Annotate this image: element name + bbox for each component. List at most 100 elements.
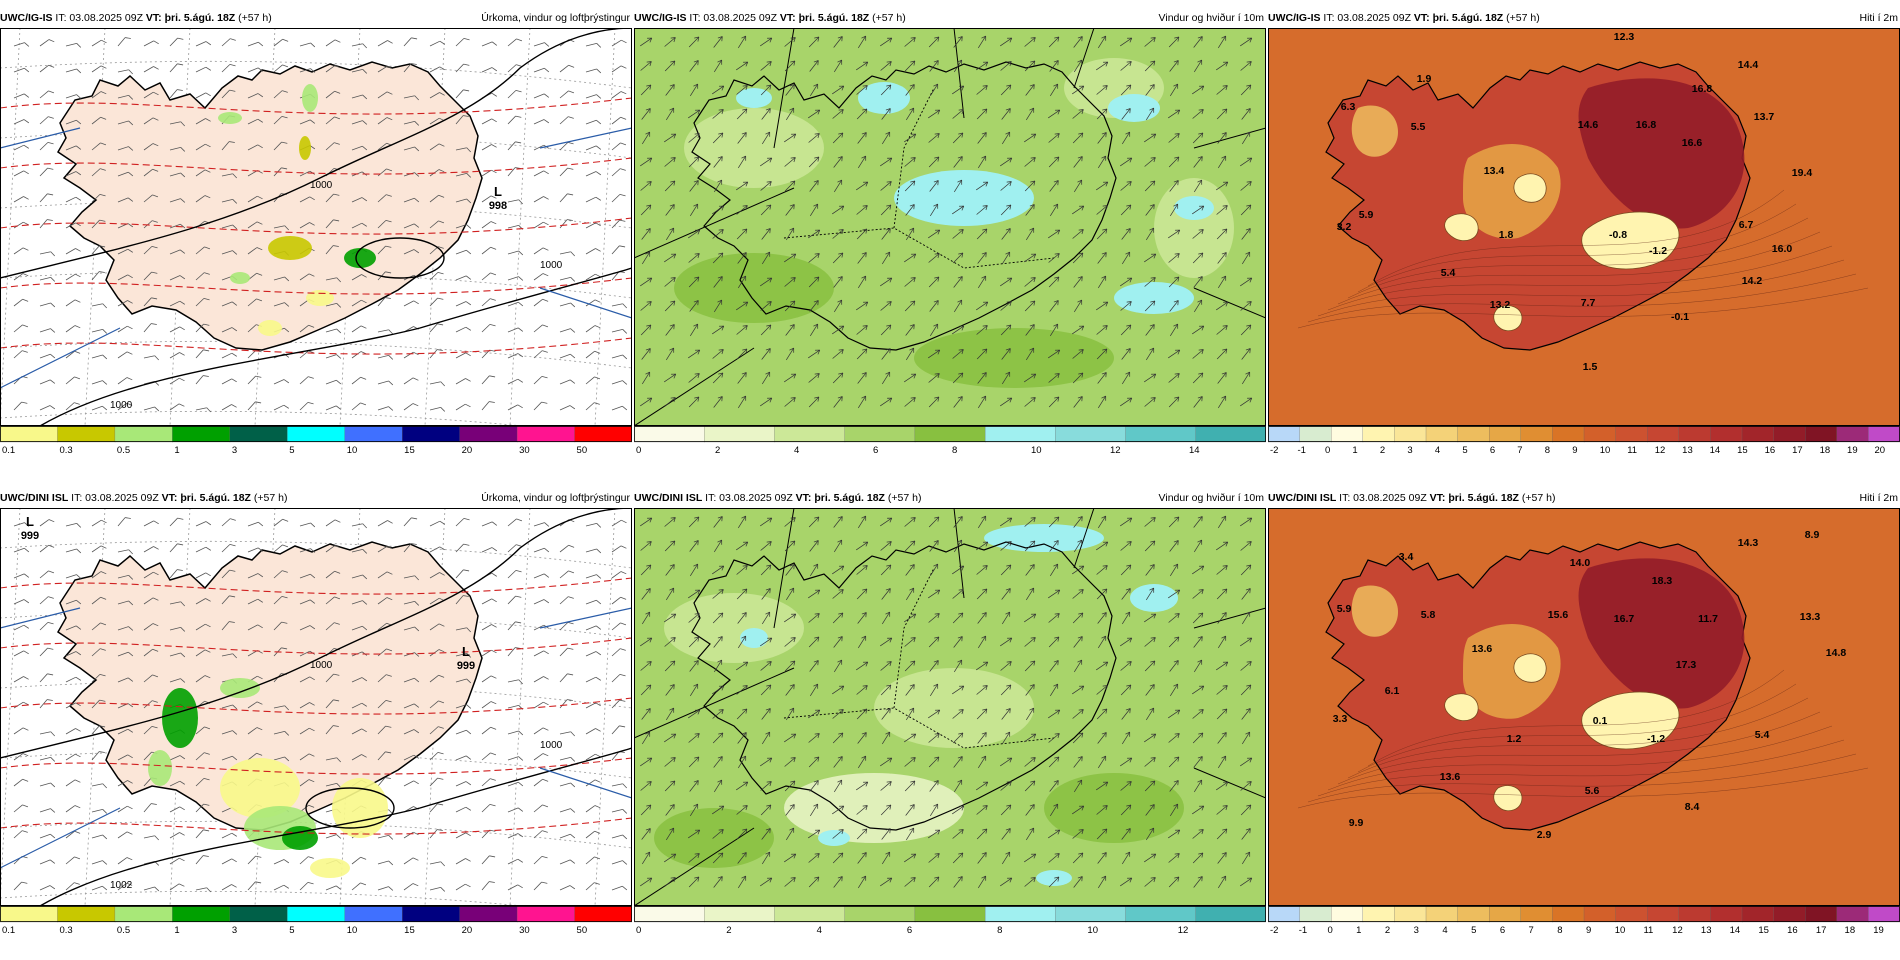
colorbar-tick: 18 bbox=[1845, 925, 1856, 936]
colorbar-tick: 10 bbox=[347, 925, 358, 936]
colorbar-swatch bbox=[1678, 426, 1712, 443]
colorbar-tick: 17 bbox=[1792, 445, 1803, 456]
colorbar-tick: 16 bbox=[1787, 925, 1798, 936]
colorbar-tick: -2 bbox=[1270, 445, 1278, 456]
colorbar-tick: 12 bbox=[1178, 925, 1189, 936]
panel-header: UWC/DINI ISL IT: 03.08.2025 09Z VT: þri.… bbox=[0, 490, 632, 506]
temperature-label: -0.8 bbox=[1609, 229, 1627, 241]
panel-wind-igis: UWC/IG-IS IT: 03.08.2025 09Z VT: þri. 5.… bbox=[634, 10, 1266, 480]
product-name: Vindur og hviður í 10m bbox=[1158, 12, 1264, 24]
temperature-label: -1.2 bbox=[1649, 245, 1667, 257]
colorbar-swatch bbox=[1552, 906, 1585, 923]
colorbar-swatch bbox=[1552, 426, 1585, 443]
colorbar-tick: 4 bbox=[794, 445, 799, 456]
product-name: Vindur og hviður í 10m bbox=[1158, 492, 1264, 504]
colorbar-tick: 3 bbox=[1407, 445, 1412, 456]
colorbar-swatch bbox=[574, 426, 632, 443]
colorbar-swatch bbox=[1394, 426, 1427, 443]
precip-map[interactable]: 1000 1000 1000 L 998 bbox=[0, 28, 632, 426]
valid-label: VT: bbox=[1429, 492, 1446, 504]
temperature-label: 6.7 bbox=[1739, 219, 1754, 231]
colorbar-swatch bbox=[1457, 906, 1490, 923]
panel-header: UWC/DINI ISL IT: 03.08.2025 09Z VT: þri.… bbox=[634, 490, 1266, 506]
precip-colorbar: 0.1 0.3 0.5 1 3 5 10 15 20 30 50 bbox=[0, 426, 632, 456]
colorbar-tick: 20 bbox=[1875, 445, 1886, 456]
colorbar-swatch bbox=[1489, 426, 1522, 443]
valid-label: VT: bbox=[1413, 12, 1430, 24]
temperature-label: 3.3 bbox=[1333, 713, 1348, 725]
colorbar-swatch bbox=[1331, 906, 1364, 923]
temperature-colorbar: -2 -1 0 1 2 3 4 5 6 7 8 9 10 11 12 13 14 15 16 17 18 19 bbox=[1268, 906, 1900, 936]
colorbar-swatch bbox=[1362, 426, 1396, 443]
colorbar-swatch bbox=[1868, 426, 1900, 443]
wind-map[interactable] bbox=[634, 508, 1266, 906]
colorbar-swatch bbox=[1678, 906, 1712, 923]
svg-text:999: 999 bbox=[457, 660, 475, 672]
temperature-label: 16.8 bbox=[1692, 83, 1713, 95]
colorbar-tick: 8 bbox=[1557, 925, 1562, 936]
colorbar-tick: 30 bbox=[519, 445, 530, 456]
colorbar-swatch bbox=[1195, 426, 1266, 443]
colorbar-tick: 0.1 bbox=[2, 445, 15, 456]
colorbar-tick: 17 bbox=[1816, 925, 1827, 936]
temperature-label: 14.4 bbox=[1738, 59, 1759, 71]
colorbar-swatch bbox=[1457, 426, 1490, 443]
colorbar-swatch bbox=[914, 426, 986, 443]
temperature-label: 16.0 bbox=[1772, 243, 1793, 255]
temperature-label: 5.9 bbox=[1359, 209, 1374, 221]
init-time: IT: 03.08.2025 09Z bbox=[71, 492, 159, 504]
colorbar-tick: 11 bbox=[1627, 445, 1637, 456]
colorbar-tick: 8 bbox=[1545, 445, 1550, 456]
colorbar-swatch bbox=[634, 906, 705, 923]
colorbar-tick: 20 bbox=[462, 445, 473, 456]
init-time: IT: 03.08.2025 09Z bbox=[689, 12, 777, 24]
model-name: UWC/DINI ISL bbox=[1268, 492, 1337, 504]
precip-map[interactable]: 1000 1000 1002 L 999 L 999 bbox=[0, 508, 632, 906]
colorbar-swatch bbox=[0, 906, 59, 923]
valid-time: þri. 5.ágú. 18Z bbox=[164, 12, 236, 24]
temperature-label: 14.0 bbox=[1570, 557, 1591, 569]
temperature-label: 5.4 bbox=[1441, 267, 1456, 279]
colorbar-tick: 0.5 bbox=[117, 925, 130, 936]
colorbar-tick: 2 bbox=[1380, 445, 1385, 456]
colorbar-tick: 6 bbox=[1490, 445, 1495, 456]
colorbar-tick: 4 bbox=[817, 925, 822, 936]
colorbar-swatch bbox=[1583, 426, 1617, 443]
wind-map[interactable] bbox=[634, 28, 1266, 426]
colorbar-swatch bbox=[1489, 906, 1522, 923]
panel-wind-dini: UWC/DINI ISL IT: 03.08.2025 09Z VT: þri.… bbox=[634, 490, 1266, 960]
colorbar-tick: 14 bbox=[1730, 925, 1741, 936]
temperature-map[interactable]: 12.3 14.4 1.9 16.8 6.3 5.5 14.6 16.8 13.7 16.6 13.… bbox=[1268, 28, 1900, 426]
colorbar-swatch bbox=[844, 906, 916, 923]
colorbar-swatch bbox=[1520, 906, 1554, 923]
precip-colorbar: 0.1 0.3 0.5 1 3 5 10 15 20 30 50 bbox=[0, 906, 632, 936]
temperature-label: 14.3 bbox=[1738, 537, 1759, 549]
colorbar-tick: 6 bbox=[873, 445, 878, 456]
colorbar-tick: 3 bbox=[232, 925, 237, 936]
colorbar-tick: 16 bbox=[1765, 445, 1776, 456]
svg-text:L: L bbox=[462, 644, 470, 659]
temperature-label: 1.8 bbox=[1499, 229, 1514, 241]
panel-header: UWC/IG-IS IT: 03.08.2025 09Z VT: þri. 5.… bbox=[1268, 10, 1900, 26]
isobar-label: 1000 bbox=[310, 180, 333, 191]
temperature-label: 16.7 bbox=[1614, 613, 1635, 625]
temperature-map[interactable]: 8.9 3.4 14.0 14.3 18.3 5.9 5.8 15.6 16.7 11.7 13.3… bbox=[1268, 508, 1900, 906]
temperature-label: 1.2 bbox=[1507, 733, 1522, 745]
colorbar-swatch bbox=[344, 906, 403, 923]
colorbar-swatch bbox=[114, 426, 174, 443]
valid-time: þri. 5.ágú. 18Z bbox=[180, 492, 251, 504]
colorbar-tick: 8 bbox=[997, 925, 1002, 936]
temperature-label: 16.8 bbox=[1636, 119, 1657, 131]
colorbar-tick: 4 bbox=[1442, 925, 1447, 936]
iceland-coast bbox=[691, 61, 1117, 351]
colorbar-tick: 0.5 bbox=[117, 445, 130, 456]
temperature-label: 19.4 bbox=[1792, 167, 1813, 179]
temperature-label: 8.9 bbox=[1805, 529, 1820, 541]
colorbar-tick: 4 bbox=[1435, 445, 1440, 456]
lead-time: (+57 h) bbox=[872, 12, 906, 24]
colorbar-swatch bbox=[914, 906, 986, 923]
colorbar-swatch bbox=[1615, 906, 1648, 923]
colorbar-swatch bbox=[774, 426, 846, 443]
valid-label: VT: bbox=[145, 12, 162, 24]
